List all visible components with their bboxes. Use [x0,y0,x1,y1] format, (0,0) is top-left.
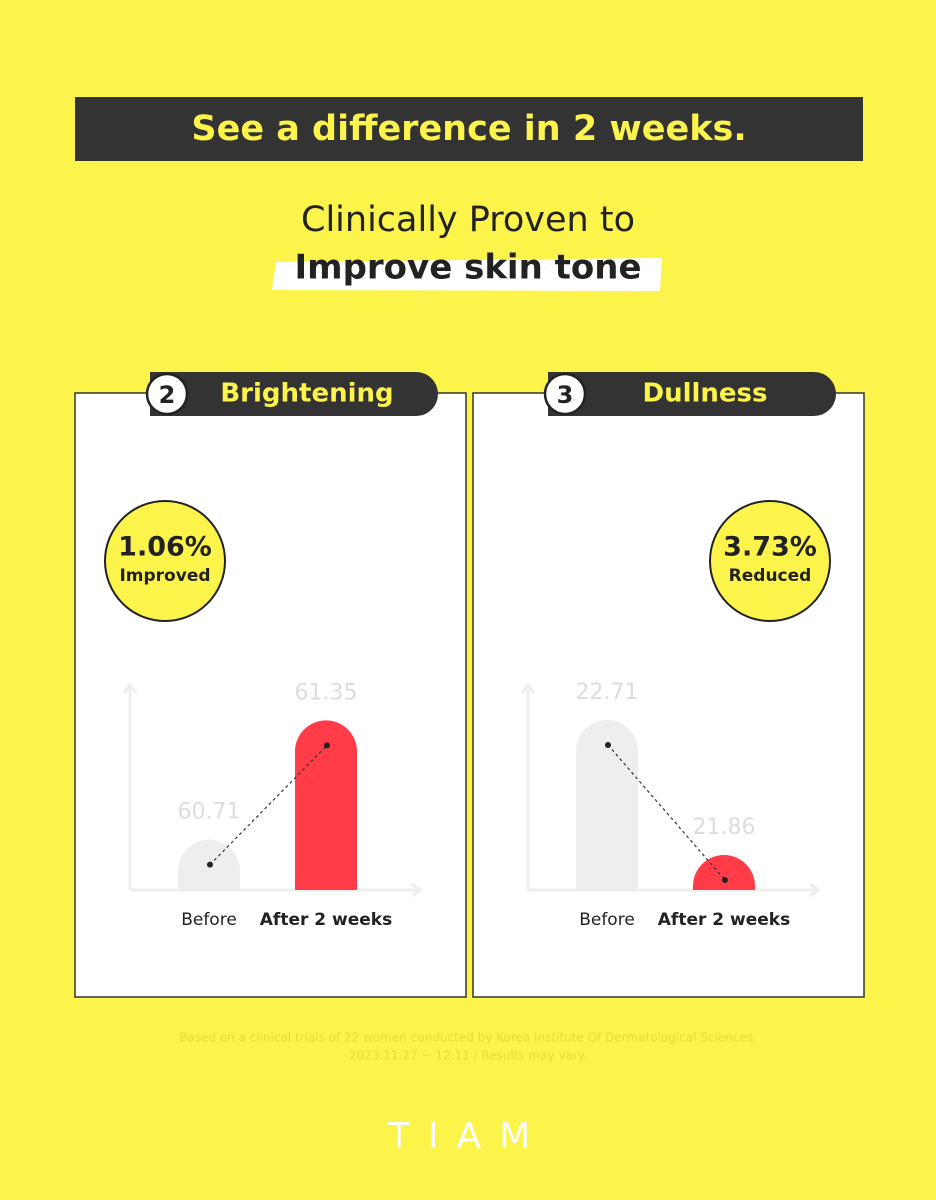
panel-title: Brightening [220,379,393,409]
y-axis [520,682,536,890]
callout [104,500,226,622]
callout [709,500,831,622]
footnote: 2023.11.27 ~ 12.11 / Results may vary. [349,1049,587,1063]
panel: 2 Brightening 1.06% Improved 60.71 Before 61.3… [74,372,467,998]
banner [75,97,863,161]
category-label: Before [579,910,635,930]
trend-line [209,744,328,866]
callout-label: Improved [119,566,210,586]
category-label: After 2 weeks [658,910,790,930]
trend-dot [722,877,728,884]
category-label: After 2 weeks [260,910,392,930]
value-label: 22.71 [576,680,639,705]
badge-circle [543,372,587,416]
callout-value: 1.06% [118,532,212,563]
value-label: 61.35 [295,680,358,705]
panels: 2 Brightening 1.06% Improved 60.71 Before 61.3… [74,372,865,998]
footnote: Based on a clinical trials of 22 women c… [179,1031,757,1045]
panel: 3 Dullness 3.73% Reduced 22.71 Before 21.86 Aft… [472,372,865,998]
badge-pill [548,372,836,416]
bar [576,719,638,890]
trend-dot [207,861,213,868]
badge-number: 2 [159,381,176,409]
badge-number: 3 [557,381,574,409]
badge-circle [145,372,189,416]
y-axis [122,682,138,890]
trend-dot [605,741,611,748]
highlight: Improve skin tone [294,248,641,288]
category-label: Before [181,910,237,930]
trend-dot [324,742,330,749]
banner-text: See a difference in 2 weeks. [191,109,746,149]
panel-frame [74,392,467,998]
callout-value: 3.73% [723,532,817,563]
badge-pill [150,372,438,416]
panel-frame [472,392,865,998]
bar [295,720,357,890]
logo: TIAM [387,1116,548,1157]
value-label: 60.71 [178,800,241,825]
highlight-brush [272,258,662,291]
subtitle: Clinically Proven to [301,200,635,240]
bar [693,855,755,890]
value-label: 21.86 [693,815,756,840]
panel-title: Dullness [642,379,767,409]
callout-label: Reduced [729,566,812,586]
